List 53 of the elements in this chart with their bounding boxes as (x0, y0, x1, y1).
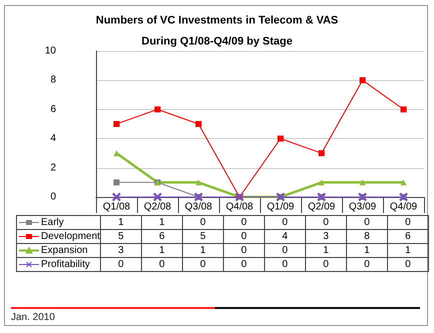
data-label: 6 (141, 230, 182, 244)
data-label: 1 (141, 216, 182, 230)
x-tick-label: Q4/09 (390, 202, 418, 212)
data-label: 0 (100, 258, 142, 272)
y-tick-label: 4 (50, 133, 56, 144)
data-label: 1 (182, 244, 224, 258)
data-label: 0 (223, 216, 264, 230)
data-label: 0 (387, 216, 428, 230)
data-label: 1 (346, 244, 388, 258)
y-tick-label: 8 (50, 74, 56, 86)
data-label: 1 (141, 244, 182, 258)
data-label: 0 (141, 258, 182, 272)
data-label: 6 (387, 230, 428, 244)
data-label: 5 (100, 230, 142, 244)
x-tick-label: Q3/09 (348, 202, 377, 212)
legend-label: Early (41, 217, 64, 228)
data-label: 0 (182, 216, 224, 230)
data-label: 0 (182, 258, 224, 272)
y-tick-label: 6 (50, 104, 56, 115)
data-label: 8 (346, 230, 388, 244)
data-label: 0 (223, 258, 264, 272)
data-label: 0 (264, 258, 306, 272)
data-label: 0 (264, 216, 306, 230)
data-label: 0 (264, 244, 306, 258)
x-tick-label: Q2/08 (144, 202, 172, 212)
data-label: 0 (223, 244, 264, 258)
legend-label: Expansion (41, 245, 88, 256)
data-label: 3 (305, 230, 346, 244)
y-tick-label: 10 (44, 46, 56, 56)
data-label: 1 (387, 244, 428, 258)
data-label: 0 (305, 258, 346, 272)
y-tick-label: 0 (50, 192, 56, 202)
text: Jan. 2010 (11, 312, 55, 323)
data-label: 0 (387, 258, 428, 272)
data-label: 0 (346, 216, 388, 230)
x-tick-label: Q1/09 (266, 202, 295, 212)
chart-title: Numbers of VC Investments in Telecom & VAS (96, 14, 338, 26)
data-label: 0 (346, 258, 388, 272)
x-tick-label: Q1/08 (102, 202, 131, 212)
data-label: 0 (223, 230, 264, 244)
x-tick-label: Q2/09 (308, 202, 336, 212)
data-label: 5 (182, 230, 224, 244)
x-tick-label: Q4/08 (226, 202, 254, 212)
data-label: 3 (100, 244, 142, 258)
data-label: 1 (100, 216, 142, 230)
chart-subtitle: During Q1/08-Q4/09 by Stage (142, 36, 292, 48)
y-tick-label: 2 (50, 162, 56, 174)
legend-label: Profitability (41, 259, 90, 270)
data-label: 1 (305, 244, 346, 258)
data-label: 4 (264, 230, 306, 244)
legend-label: Development (41, 231, 100, 242)
data-label: 0 (305, 216, 346, 230)
x-tick-label: Q3/08 (184, 202, 213, 212)
